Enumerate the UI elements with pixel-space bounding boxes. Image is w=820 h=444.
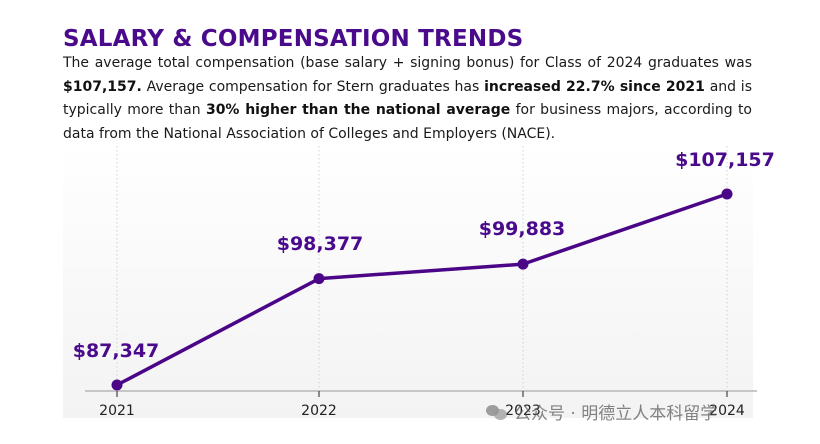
chart-background (63, 143, 753, 418)
intro-paragraph: The average total compensation (base sal… (63, 52, 752, 146)
x-tick-label-2021: 2021 (99, 403, 135, 419)
intro-bold-2: increased 22.7% since 2021 (484, 78, 705, 95)
intro-text-1: The average total compensation (base sal… (63, 55, 752, 71)
data-label-2023: $99,883 (479, 218, 566, 240)
x-axis-ticks: 2021 2022 2023 2024 (99, 391, 745, 419)
data-labels: $87,347 $98,377 $99,883 $107,157 (73, 149, 775, 362)
data-point-2022 (313, 273, 325, 285)
intro-text-4: for business majors, according to data f… (63, 102, 752, 142)
intro-bold-1: $107,157. (63, 78, 142, 95)
x-tick-label-2024: 2024 (709, 403, 745, 419)
page-title: SALARY & COMPENSATION TRENDS (63, 26, 524, 52)
intro-text-2: Average compensation for Stern graduates… (141, 78, 485, 95)
intro-bold-3: 30% higher than the national average (205, 102, 511, 118)
data-label-2024: $107,157 (675, 149, 775, 171)
series-line (116, 192, 728, 387)
data-point-2021 (111, 379, 123, 391)
data-points (111, 188, 733, 391)
data-point-2024 (721, 188, 733, 200)
data-label-2022: $98,377 (277, 233, 364, 255)
x-tick-label-2023: 2023 (505, 403, 541, 419)
data-label-2021: $87,347 (73, 340, 160, 362)
intro-text-3: and is typically more than (63, 78, 752, 119)
wechat-icon (486, 403, 508, 421)
watermark-text: 公众号 · 明德立人本科留学 (514, 404, 718, 424)
x-tick-label-2022: 2022 (301, 403, 337, 419)
data-point-2023 (517, 258, 529, 270)
watermark: 公众号 · 明德立人本科留学 (486, 399, 717, 424)
chart-gridlines (116, 146, 728, 391)
